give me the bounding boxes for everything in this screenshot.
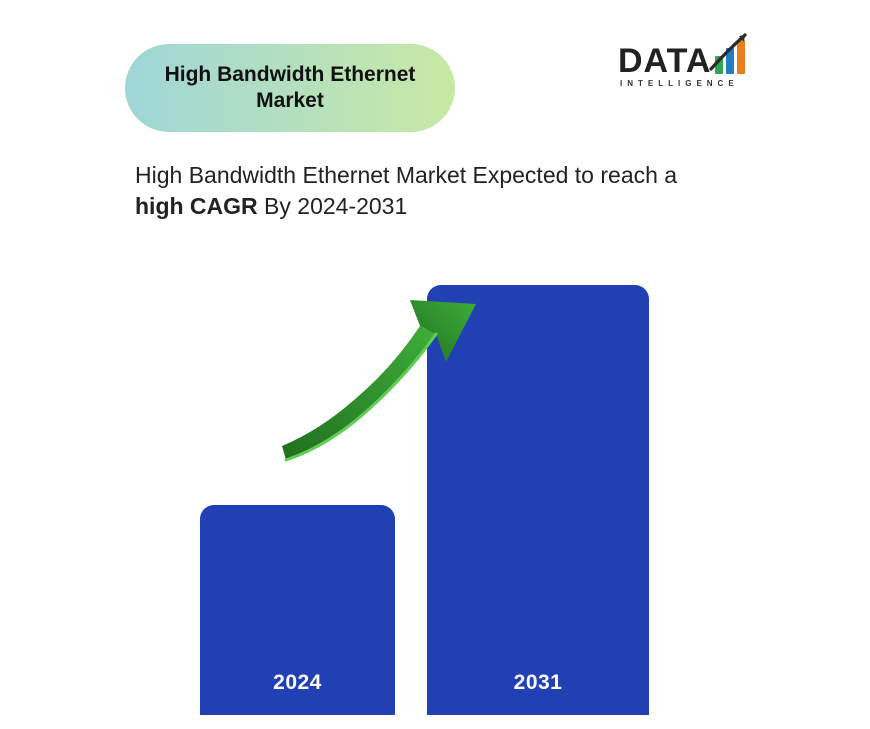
brand-logo-text: DATA [618,46,711,77]
subtitle-bold: high CAGR [135,193,258,219]
brand-logo-row: DATA [618,40,798,77]
bar-2024: 2024 [200,505,395,715]
brand-logo-bars-icon [715,40,745,77]
subtitle-pre: High Bandwidth Ethernet Market Expected … [135,162,677,188]
title-pill-text: High Bandwidth Ethernet Market [153,62,427,115]
brand-logo: DATA INTELLIGENCE [618,40,798,88]
logo-swoosh-icon [709,29,755,75]
growth-bar-chart: 2024 2031 [200,275,660,715]
bar-2031: 2031 [427,285,649,715]
brand-logo-subtext: INTELLIGENCE [620,79,798,88]
subtitle: High Bandwidth Ethernet Market Expected … [135,160,695,222]
bar-2031-label: 2031 [514,671,563,715]
subtitle-post: By 2024-2031 [258,193,408,219]
title-pill: High Bandwidth Ethernet Market [125,44,455,132]
bar-2024-label: 2024 [273,671,322,715]
